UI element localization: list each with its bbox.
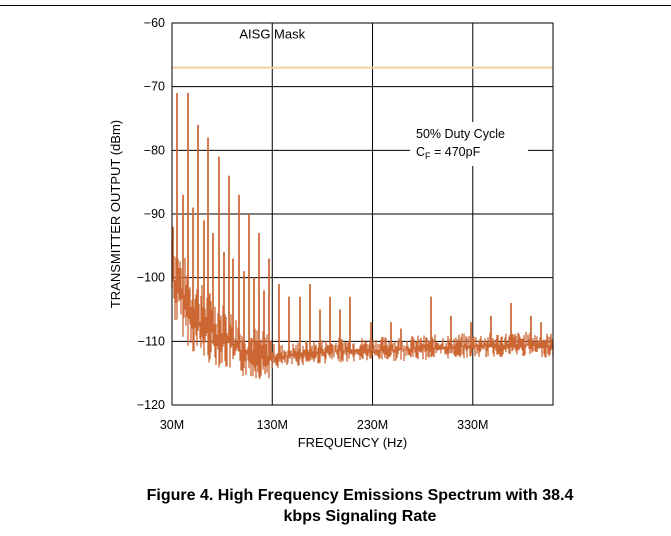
figure-caption: Figure 4. High Frequency Emissions Spect…: [60, 485, 660, 527]
x-tick-label-1: 130M: [257, 418, 288, 432]
x-tick-label-3: 330M: [457, 418, 488, 432]
y-tick-label-2: −80: [144, 143, 165, 157]
y-tick-label-0: −60: [144, 16, 165, 30]
y-tick-label-3: −90: [144, 207, 165, 221]
caption-line-2: kbps Signaling Rate: [60, 506, 660, 527]
annotation-duty-cycle: 50% Duty Cycle: [416, 127, 505, 141]
tick-labels: −60 −70 −80 −90 −100 −110 −120 30M 130M 230M 330M: [137, 16, 489, 432]
x-tick-label-0: 30M: [160, 418, 184, 432]
x-tick-label-2: 230M: [357, 418, 388, 432]
y-tick-label-5: −110: [138, 334, 165, 348]
annotation-c: C: [416, 145, 425, 159]
y-axis-label: TRANSMITTER OUTPUT (dBm): [108, 120, 123, 308]
caption-line-1: Figure 4. High Frequency Emissions Spect…: [60, 485, 660, 506]
y-tick-label-6: −120: [137, 398, 165, 412]
y-tick-label-4: −100: [137, 271, 165, 285]
mask-label: AISG Mask: [239, 26, 305, 41]
y-tick-label-1: −70: [144, 80, 165, 94]
annotation-value: = 470pF: [431, 145, 481, 159]
x-axis-label: FREQUENCY (Hz): [298, 435, 408, 450]
